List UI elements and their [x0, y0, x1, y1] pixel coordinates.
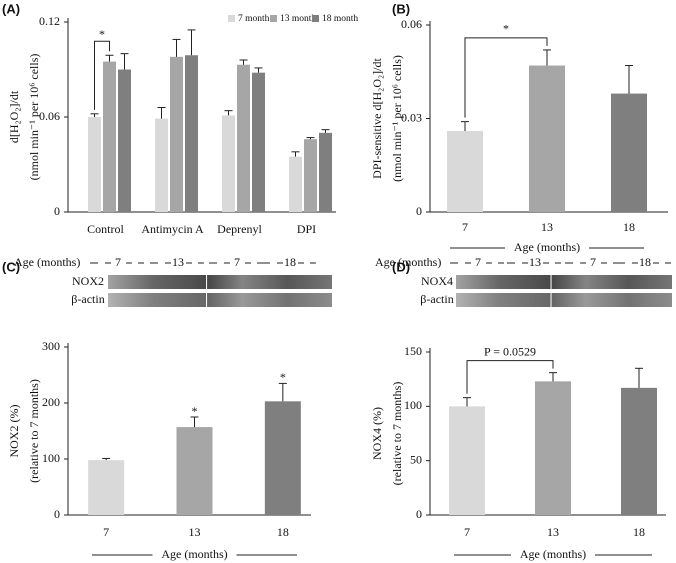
blot-group: 7 [234, 255, 240, 269]
y-tick-label: 200 [42, 395, 60, 409]
x-tick-label: 18 [623, 220, 635, 234]
y-axis-label: d[H₂O₂]/dt [7, 90, 21, 143]
bar [155, 118, 168, 212]
panel-label: (A) [2, 1, 20, 16]
y-axis-label: NOX2 (%) [7, 405, 21, 458]
annotation: * [99, 27, 105, 41]
blot-group: 18 [639, 255, 651, 269]
y-tick-label: 0 [54, 204, 60, 218]
y-tick-label: 0 [416, 507, 422, 521]
x-tick-label: Deprenyl [217, 222, 262, 236]
x-tick-label: Control [87, 222, 124, 236]
blot-header: Age (months) [375, 255, 441, 269]
legend-label: 18 month [322, 14, 358, 24]
blot-group: 13 [529, 255, 541, 269]
bar [447, 130, 483, 212]
y-axis-label: (relative to 7 months) [390, 382, 404, 486]
annotation: P = 0.0529 [484, 344, 536, 358]
legend-label: 13 month [280, 14, 316, 24]
y-tick-label: 0.12 [39, 14, 60, 28]
y-axis-label: DPI-sensitive d[H₂O₂]/dt [370, 57, 384, 178]
y-axis-label: (nmol min⁻¹ per 10⁶ cells) [390, 55, 404, 182]
x-tick-label: 13 [547, 525, 559, 539]
y-tick-label: 0.03 [401, 110, 422, 124]
blot-group: 7 [590, 255, 596, 269]
y-axis-label: NOX4 (%) [370, 407, 384, 460]
y-tick-label: 100 [42, 451, 60, 465]
bar [88, 460, 125, 515]
bar [103, 61, 116, 213]
blot-row-label: NOX4 [421, 274, 453, 288]
y-axis-label: (relative to 7 months) [27, 379, 41, 483]
significance-bracket [466, 360, 554, 394]
y-tick-label: 0 [54, 507, 60, 521]
x-tick-label: 7 [103, 525, 109, 539]
y-tick-label: 300 [42, 339, 60, 353]
bar [176, 427, 213, 515]
x-tick-label: 7 [462, 220, 468, 234]
bar [535, 381, 571, 515]
x-tick-label: DPI [297, 222, 316, 236]
blot-row-label: NOX2 [72, 274, 104, 288]
bar [252, 72, 265, 213]
bar [289, 156, 302, 212]
x-tick-label: 13 [541, 220, 553, 234]
x-tick-label: 13 [189, 525, 201, 539]
legend-swatch [270, 15, 277, 22]
bar [304, 139, 317, 212]
bar [185, 55, 198, 212]
legend-label: 7 month [238, 14, 270, 24]
significance-bracket [464, 37, 548, 118]
bar [118, 69, 131, 212]
x-axis-label: Age (months) [161, 547, 227, 561]
blot-group: 7 [115, 255, 121, 269]
blot-row-label: β-actin [71, 292, 104, 306]
x-tick-label: 18 [277, 525, 289, 539]
y-tick-label: 0 [416, 204, 422, 218]
blot-group: 18 [284, 255, 296, 269]
x-axis-label: Age (months) [514, 240, 580, 254]
bar [611, 93, 647, 212]
bar [170, 56, 183, 213]
bar [237, 64, 250, 212]
x-axis-label: Age (months) [520, 547, 586, 561]
x-tick-label: Antimycin A [141, 222, 204, 236]
y-tick-label: 100 [404, 398, 422, 412]
blot-strip [108, 293, 332, 307]
bar [264, 401, 301, 515]
bar [529, 65, 565, 213]
panel-label: (C) [2, 259, 20, 274]
blot-row-label: β-actin [420, 292, 453, 306]
legend-swatch [228, 15, 235, 22]
significance-bracket [94, 40, 110, 110]
blot-strip [456, 293, 672, 307]
panel-label: (B) [392, 1, 410, 16]
bar [222, 115, 235, 212]
bar [449, 406, 485, 515]
annotation: * [503, 22, 509, 36]
panel-label: (D) [392, 259, 410, 274]
bar [88, 117, 101, 212]
bar [621, 387, 657, 515]
y-tick-label: 0.06 [39, 109, 60, 123]
y-tick-label: 0.06 [401, 17, 422, 31]
blot-strip [108, 275, 332, 289]
annotation: * [280, 370, 286, 384]
y-tick-label: 50 [410, 452, 422, 466]
annotation: * [192, 404, 198, 418]
legend-swatch [312, 15, 319, 22]
blot-header: Age (months) [14, 255, 80, 269]
blot-strip [456, 275, 672, 289]
x-tick-label: 7 [464, 525, 470, 539]
bar [319, 132, 332, 212]
blot-group: 7 [475, 255, 481, 269]
y-axis-label: (nmol min⁻¹ per 10⁶ cells) [27, 54, 41, 181]
y-tick-label: 150 [404, 344, 422, 358]
x-tick-label: 18 [633, 525, 645, 539]
blot-group: 13 [172, 255, 184, 269]
